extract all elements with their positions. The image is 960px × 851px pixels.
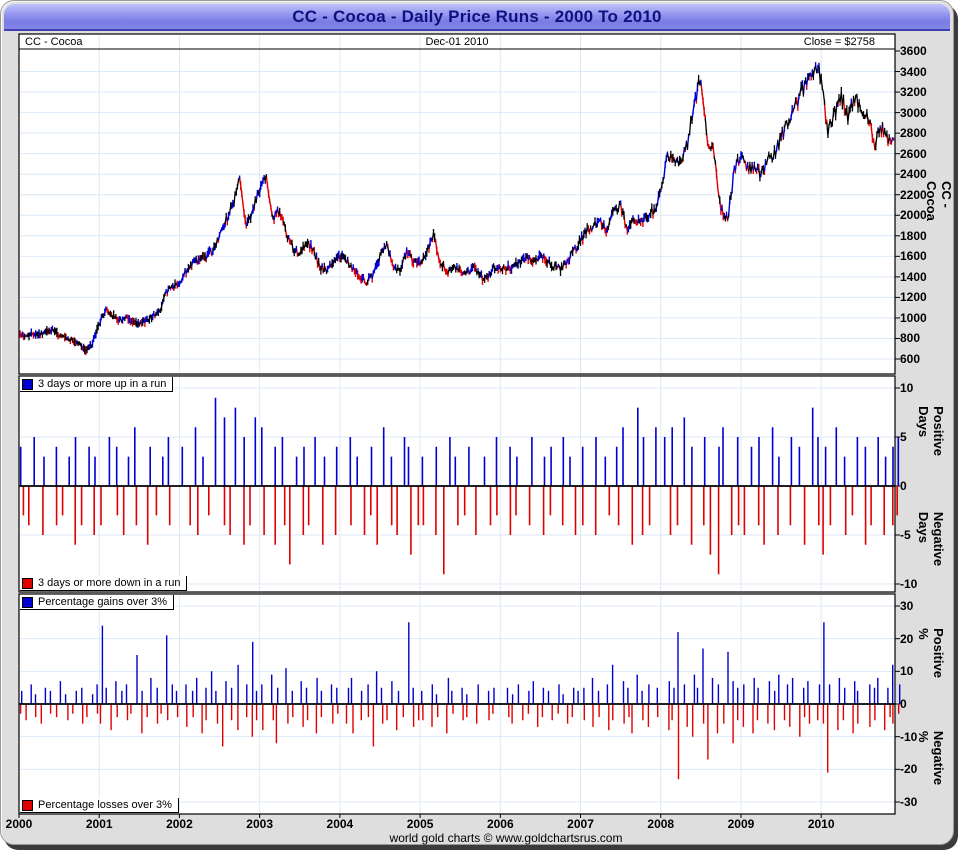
axis-tick-label: 2000 <box>900 208 927 223</box>
axis-tick-label: 1400 <box>900 269 927 284</box>
red-square-icon <box>22 577 33 589</box>
x-axis-year-label: 2000 <box>5 817 33 831</box>
axis-tick-label: 0 <box>900 479 907 493</box>
legend-days-up-label: 3 days or more up in a run <box>38 378 167 390</box>
x-axis-year-label: 2009 <box>727 817 755 831</box>
legend-days-down-label: 3 days or more down in a run <box>38 577 181 589</box>
page-title: CC - Cocoa - Daily Price Runs - 2000 To … <box>292 6 662 26</box>
axis-tick-label: 5 <box>900 430 907 444</box>
axis-tick-label: 1600 <box>900 249 927 264</box>
x-axis-year-label: 2004 <box>326 817 354 831</box>
footer-credit: world gold charts © www.goldchartsrus.co… <box>389 831 623 845</box>
axis-tick-label: 2200 <box>900 187 927 202</box>
axis-tick-label: 10 <box>900 664 914 679</box>
axis-tick-label: 2800 <box>900 126 927 141</box>
x-axis-year-label: 2003 <box>246 817 274 831</box>
legend-pct-up: Percentage gains over 3% <box>20 595 175 610</box>
axis-tick-label: -5 <box>900 528 911 542</box>
axis-tick-label: 2600 <box>900 146 927 161</box>
header-symbol-label: CC - Cocoa <box>25 36 83 48</box>
axis-tick-label: -10 <box>900 577 918 591</box>
axis-tick-label: 3600 <box>900 44 927 58</box>
axis-tick-label: 1800 <box>900 228 927 243</box>
axis-tick-label: 1200 <box>900 290 927 305</box>
axis-tick-label: 10 <box>900 381 914 395</box>
blue-square-icon <box>22 378 33 390</box>
legend-pct-down-label: Percentage losses over 3% <box>38 799 172 811</box>
axis-tick-label: 3400 <box>900 64 927 79</box>
axis-tick-label: 2400 <box>900 167 927 182</box>
x-axis-year-label: 2001 <box>85 817 113 831</box>
blue-square-icon <box>22 596 33 608</box>
axis-tick-label: 600 <box>900 352 921 366</box>
title-bar: CC - Cocoa - Daily Price Runs - 2000 To … <box>4 4 950 31</box>
x-axis-year-label: 2002 <box>166 817 193 831</box>
axis-tick-label: 3200 <box>900 85 927 100</box>
axis-tick-label: 1000 <box>900 310 927 325</box>
legend-pct-down: Percentage losses over 3% <box>20 798 179 813</box>
x-axis-year-label: 2010 <box>807 817 835 831</box>
x-axis-year-label: 2005 <box>406 817 434 831</box>
x-axis-year-label: 2007 <box>567 817 594 831</box>
legend-days-down: 3 days or more down in a run <box>20 576 188 591</box>
axis-tick-label: -10 <box>900 729 918 744</box>
legend-pct-up-label: Percentage gains over 3% <box>38 596 168 608</box>
axis-tick-label: 3000 <box>900 105 927 120</box>
header-close-label: Close = $2758 <box>803 36 875 48</box>
axis-tick-label: -30 <box>900 795 918 809</box>
legend-days-up: 3 days or more up in a run <box>20 377 174 392</box>
axis-tick-label: 20 <box>900 631 914 646</box>
x-axis-year-label: 2006 <box>486 817 514 831</box>
axis-tick-label: 800 <box>900 331 921 346</box>
axis-tick-label: 0 <box>900 697 907 711</box>
red-square-icon <box>22 799 33 811</box>
axis-tick-label: -20 <box>900 762 918 777</box>
header-date-label: Dec-01 2010 <box>425 36 489 48</box>
x-axis-year-label: 2008 <box>647 817 675 831</box>
axis-tick-label: 30 <box>900 599 914 613</box>
